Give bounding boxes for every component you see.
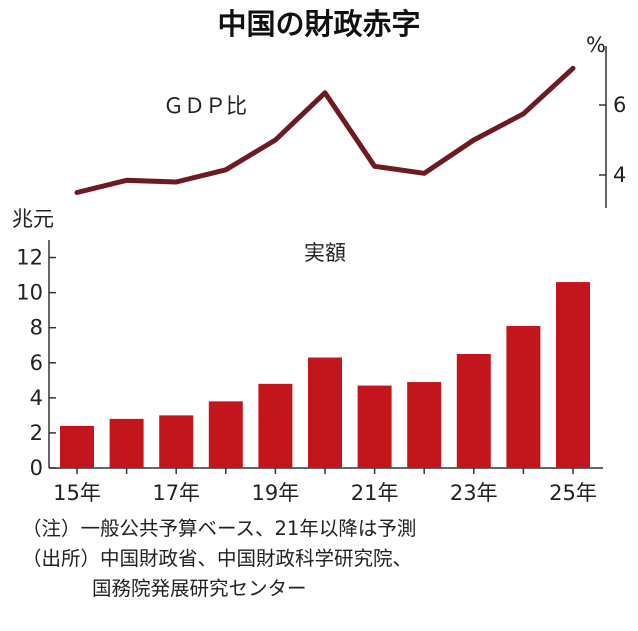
bar-y-tick-label: 12 <box>16 246 43 270</box>
bar <box>258 383 293 468</box>
bar <box>556 282 590 468</box>
line-panel: % ＧＤＰ比 46 <box>74 33 626 208</box>
line-ticks: 46 <box>599 93 626 187</box>
bar-x-tick-label: 15年 <box>53 481 101 505</box>
bar-x-tick-label: 17年 <box>152 481 200 505</box>
bar-y-tick-label: 8 <box>30 316 43 340</box>
source-text-continued: 国務院発展研究センター <box>92 577 307 600</box>
bar <box>308 357 342 468</box>
bar-panel: 兆元 実額 0 2 4 6 8 10 12 15年 17年 19年 21年 23年 25年 <box>12 207 603 505</box>
note-text: （注）一般公共予算ベース、21年以降は予測 <box>22 517 417 540</box>
chart-title: 中国の財政赤字 <box>217 7 420 41</box>
bar <box>208 401 243 468</box>
bar <box>407 382 442 468</box>
bars <box>60 282 590 468</box>
bar <box>506 325 541 468</box>
bar <box>60 425 94 468</box>
bar-x-tick-label: 25年 <box>549 481 597 505</box>
bar-unit-label: 兆元 <box>12 207 54 231</box>
bar-y-tick-label: 0 <box>30 456 43 480</box>
bar-y-tick-label: 4 <box>30 386 43 410</box>
bar-y-tick-label: 10 <box>16 281 43 305</box>
bar <box>109 418 144 468</box>
line-series-label: ＧＤＰ比 <box>163 94 247 118</box>
source-text: （出所）中国財政省、中国財政科学研究院、 <box>22 547 413 570</box>
bar-y-ticks: 0 2 4 6 8 10 12 <box>16 246 56 480</box>
notes-block: （注）一般公共予算ベース、21年以降は予測 （出所）中国財政省、中国財政科学研究… <box>22 514 632 604</box>
bar-series-label: 実額 <box>304 241 346 265</box>
line-y-tick-label: 4 <box>613 163 626 187</box>
bar-y-tick-label: 6 <box>30 351 43 375</box>
bar-y-tick-label: 2 <box>30 421 43 445</box>
bar-x-tick-label: 21年 <box>351 481 399 505</box>
bar-x-tick-label: 23年 <box>450 481 498 505</box>
bar-x-ticks: 15年 17年 19年 21年 23年 25年 <box>53 468 597 505</box>
bar-x-tick-label: 19年 <box>252 481 300 505</box>
line-y-tick-label: 6 <box>613 93 626 117</box>
line-unit-label: % <box>586 33 606 57</box>
bar <box>159 415 194 468</box>
bar <box>357 385 392 468</box>
gdp-ratio-line <box>74 65 576 195</box>
bar <box>456 354 491 468</box>
